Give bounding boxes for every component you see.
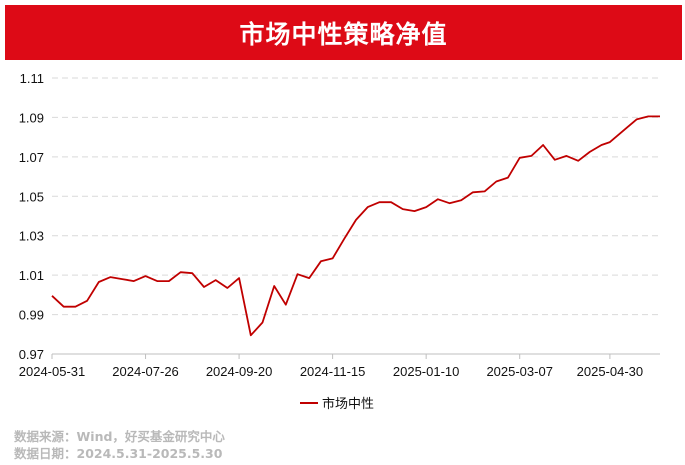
y-tick-label: 1.09 <box>19 110 44 125</box>
y-tick-label: 0.99 <box>19 308 44 323</box>
x-tick-label: 2024-09-20 <box>206 364 273 379</box>
x-tick-label: 2025-04-30 <box>577 364 644 379</box>
x-tick-label: 2024-11-15 <box>300 364 366 379</box>
y-tick-label: 0.97 <box>19 347 44 362</box>
data-date-note: 数据日期：2024.5.31-2025.5.30 <box>14 446 223 461</box>
series-line <box>51 115 660 337</box>
y-tick-label: 1.05 <box>19 189 44 204</box>
legend-label: 市场中性 <box>322 396 374 412</box>
x-tick-label: 2025-03-07 <box>486 364 553 379</box>
y-tick-label: 1.03 <box>19 229 44 244</box>
x-tick-label: 2024-05-31 <box>19 364 86 379</box>
y-tick-label: 1.01 <box>19 268 44 283</box>
x-tick-label: 2025-01-10 <box>393 364 460 379</box>
x-tick-label: 2024-07-26 <box>112 364 179 379</box>
chart-title: 市场中性策略净值 <box>239 19 448 49</box>
y-tick-label: 1.07 <box>19 150 44 165</box>
legend: 市场中性 <box>300 396 374 412</box>
title-banner: 市场中性策略净值 <box>5 5 682 60</box>
data-source-note: 数据来源：Wind，好买基金研究中心 <box>14 429 225 444</box>
series-layer <box>51 115 660 337</box>
gridlines <box>52 77 660 316</box>
axes: 0.97 0.99 1.01 1.03 1.05 1.07 1.09 1.11 2024-05-… <box>19 71 660 379</box>
y-tick-label: 1.11 <box>20 71 44 86</box>
